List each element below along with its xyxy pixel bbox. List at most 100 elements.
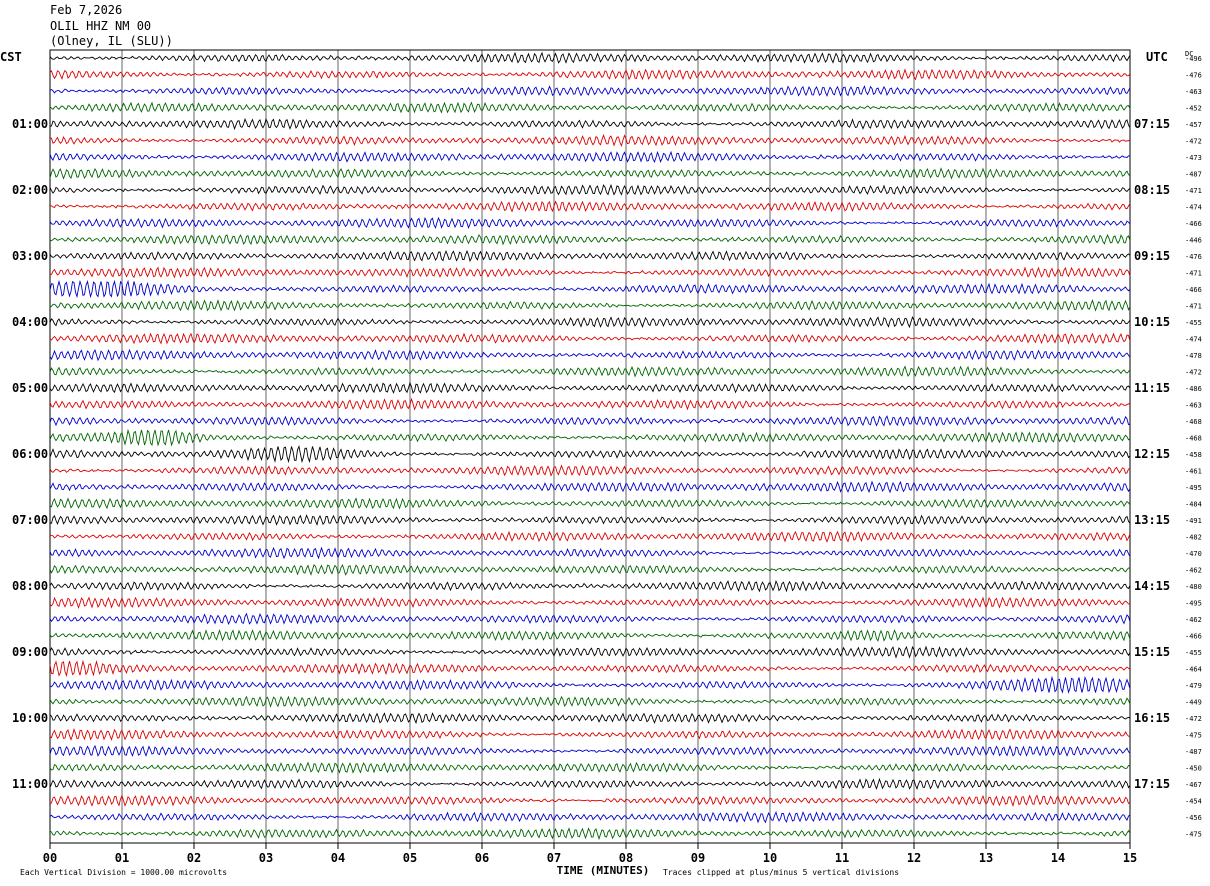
seismogram-trace bbox=[49, 514, 1131, 526]
cst-hour-label: 01:00 bbox=[12, 117, 48, 131]
seismogram-trace bbox=[49, 381, 1131, 394]
x-tick-label: 08 bbox=[619, 851, 633, 865]
seismogram-trace bbox=[49, 464, 1131, 477]
seismogram-trace bbox=[49, 612, 1131, 625]
dc-offset-label: -463 bbox=[1185, 402, 1202, 410]
dc-offset-label: -475 bbox=[1185, 732, 1202, 740]
cst-hour-label: 11:00 bbox=[12, 777, 48, 791]
dc-offset-label: -478 bbox=[1185, 352, 1202, 360]
seismogram-trace bbox=[49, 365, 1131, 378]
dc-offset-label: -480 bbox=[1185, 583, 1202, 591]
x-tick-label: 07 bbox=[547, 851, 561, 865]
x-tick-label: 15 bbox=[1123, 851, 1137, 865]
x-tick-label: 00 bbox=[43, 851, 57, 865]
seismogram-trace bbox=[49, 645, 1131, 659]
seismogram-trace bbox=[49, 497, 1131, 510]
x-tick-label: 09 bbox=[691, 851, 705, 865]
dc-offset-label: -466 bbox=[1185, 220, 1202, 228]
cst-hour-label: 08:00 bbox=[12, 579, 48, 593]
seismogram-trace bbox=[49, 695, 1131, 708]
dc-offset-label: -466 bbox=[1185, 286, 1202, 294]
seismogram-trace bbox=[49, 530, 1131, 543]
dc-offset-label: -472 bbox=[1185, 138, 1202, 146]
dc-offset-label: -487 bbox=[1185, 748, 1202, 756]
cst-hour-label: 03:00 bbox=[12, 249, 48, 263]
clip-note: Traces clipped at plus/minus 5 vertical … bbox=[663, 868, 900, 877]
cst-hour-label: 07:00 bbox=[12, 513, 48, 527]
seismogram-trace bbox=[49, 596, 1131, 610]
dc-offset-label: -479 bbox=[1185, 682, 1202, 690]
seismogram-trace bbox=[49, 316, 1131, 329]
dc-offset-label: -495 bbox=[1185, 600, 1202, 608]
dc-offset-label: -474 bbox=[1185, 336, 1202, 344]
seismogram-trace bbox=[49, 480, 1131, 494]
dc-offset-label: -466 bbox=[1185, 633, 1202, 641]
seismogram-trace bbox=[49, 183, 1131, 196]
utc-hour-label: 15:15 bbox=[1134, 645, 1170, 659]
dc-offset-label: -472 bbox=[1185, 715, 1202, 723]
seismogram-trace bbox=[49, 744, 1131, 757]
dc-offset-label: -455 bbox=[1185, 319, 1202, 327]
cst-hour-label: 06:00 bbox=[12, 447, 48, 461]
dc-offset-label: -471 bbox=[1185, 303, 1202, 311]
dc-offset-label: -467 bbox=[1185, 781, 1202, 789]
x-tick-label: 05 bbox=[403, 851, 417, 865]
x-tick-label: 03 bbox=[259, 851, 273, 865]
seismogram-trace bbox=[49, 728, 1131, 741]
dc-offset-label: -476 bbox=[1185, 72, 1202, 80]
station-location: (Olney, IL (SLU)) bbox=[50, 34, 173, 48]
seismogram-trace bbox=[49, 810, 1131, 824]
dc-offset-label: -472 bbox=[1185, 369, 1202, 377]
dc-offset-label: -487 bbox=[1185, 171, 1202, 179]
plot-frame bbox=[49, 49, 1131, 844]
dc-offset-label: -484 bbox=[1185, 501, 1202, 509]
station-code: OLIL HHZ NM 00 bbox=[50, 19, 152, 33]
seismogram-trace bbox=[49, 150, 1131, 164]
x-tick-label: 06 bbox=[475, 851, 489, 865]
seismogram-trace bbox=[49, 249, 1131, 263]
dc-offset-label: -473 bbox=[1185, 154, 1202, 162]
utc-hour-label: 09:15 bbox=[1134, 249, 1170, 263]
seismogram-trace bbox=[49, 428, 1131, 447]
dc-header-label: DC bbox=[1185, 50, 1193, 58]
cst-hour-label: 05:00 bbox=[12, 381, 48, 395]
seismogram-trace bbox=[49, 200, 1131, 213]
seismogram-trace bbox=[49, 348, 1131, 362]
dc-offset-label: -462 bbox=[1185, 567, 1202, 575]
x-tick-label: 01 bbox=[115, 851, 129, 865]
seismogram-trace bbox=[49, 777, 1131, 790]
scale-note: Each Vertical Division = 1000.00 microvo… bbox=[20, 868, 228, 877]
plot-date: Feb 7,2026 bbox=[50, 3, 123, 17]
utc-hour-label: 14:15 bbox=[1134, 579, 1170, 593]
utc-hour-label: 16:15 bbox=[1134, 711, 1170, 725]
x-tick-label: 14 bbox=[1051, 851, 1065, 865]
seismogram-trace bbox=[49, 712, 1131, 725]
dc-offset-label: -468 bbox=[1185, 418, 1202, 426]
seismogram-trace bbox=[49, 675, 1131, 694]
dc-offset-label: -449 bbox=[1185, 699, 1202, 707]
dc-offset-label: -471 bbox=[1185, 270, 1202, 278]
x-axis-title: TIME (MINUTES) bbox=[557, 864, 650, 877]
dc-offset-label: -454 bbox=[1185, 798, 1202, 806]
cst-hour-label: 02:00 bbox=[12, 183, 48, 197]
dc-offset-label: -486 bbox=[1185, 385, 1202, 393]
dc-offset-label: -482 bbox=[1185, 534, 1202, 542]
seismogram-trace bbox=[49, 233, 1131, 246]
seismogram-trace bbox=[49, 101, 1131, 114]
seismogram-trace bbox=[49, 580, 1131, 593]
utc-hour-label: 11:15 bbox=[1134, 381, 1170, 395]
seismogram-trace bbox=[49, 51, 1131, 64]
dc-offset-label: -456 bbox=[1185, 814, 1202, 822]
seismogram-trace bbox=[49, 761, 1131, 774]
seismogram-trace bbox=[49, 563, 1131, 576]
utc-hour-label: 08:15 bbox=[1134, 183, 1170, 197]
dc-offset-label: -446 bbox=[1185, 237, 1202, 245]
cst-hour-label: 04:00 bbox=[12, 315, 48, 329]
seismogram-trace bbox=[49, 279, 1131, 299]
dc-offset-label: -474 bbox=[1185, 204, 1202, 212]
cst-hour-label: 09:00 bbox=[12, 645, 48, 659]
dc-offset-label: -463 bbox=[1185, 88, 1202, 96]
seismogram-trace bbox=[49, 794, 1131, 808]
dc-offset-label: -464 bbox=[1185, 666, 1202, 674]
